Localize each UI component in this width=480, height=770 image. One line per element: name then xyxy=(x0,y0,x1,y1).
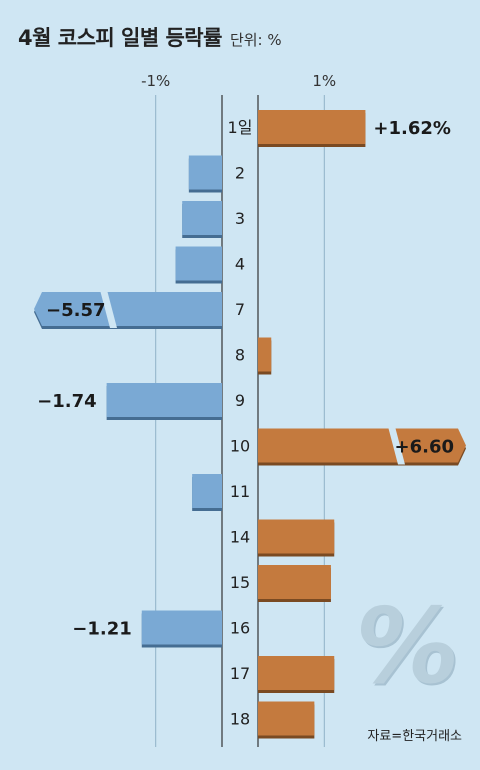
category-label: 17 xyxy=(230,664,250,683)
bar xyxy=(258,337,272,372)
value-label: −1.21 xyxy=(72,619,132,640)
category-label: 1일 xyxy=(228,118,253,137)
value-label: +1.62% xyxy=(373,118,451,139)
value-label: −5.57 xyxy=(46,300,106,321)
bar-break-mark xyxy=(388,426,405,465)
chart-title: 4월 코스피 일별 등락률 xyxy=(18,26,222,50)
bar xyxy=(258,656,335,690)
category-label: 10 xyxy=(230,437,250,456)
bar xyxy=(258,110,366,144)
category-label: 14 xyxy=(230,528,250,547)
unit-label: 단위: % xyxy=(229,31,282,49)
bar xyxy=(188,155,222,190)
chart-header: 4월 코스피 일별 등락률 단위: % xyxy=(18,22,282,52)
bar xyxy=(106,383,222,417)
value-label: −1.74 xyxy=(37,391,97,412)
value-label: +6.60 xyxy=(395,437,455,458)
bar-break-mark xyxy=(100,290,117,328)
axis-tick-label: 1% xyxy=(312,72,336,90)
bar xyxy=(34,292,222,326)
bar xyxy=(258,519,335,554)
category-label: 7 xyxy=(235,300,245,319)
bar xyxy=(182,201,222,235)
category-label: 18 xyxy=(230,710,250,729)
bar xyxy=(258,428,466,463)
category-label: 16 xyxy=(230,619,250,638)
source-note: 자료=한국거래소 xyxy=(367,729,462,744)
category-label: 2 xyxy=(235,164,245,183)
bar xyxy=(175,246,222,281)
category-label: 8 xyxy=(235,346,245,365)
bar xyxy=(141,610,222,645)
category-label: 11 xyxy=(230,482,250,501)
bar xyxy=(258,565,331,599)
category-label: 9 xyxy=(235,391,245,410)
category-label: 15 xyxy=(230,573,250,592)
category-label: 3 xyxy=(235,209,245,228)
category-label: 4 xyxy=(235,255,245,274)
bar xyxy=(258,701,315,736)
bar xyxy=(192,474,222,508)
axis-tick-label: -1% xyxy=(141,72,170,90)
